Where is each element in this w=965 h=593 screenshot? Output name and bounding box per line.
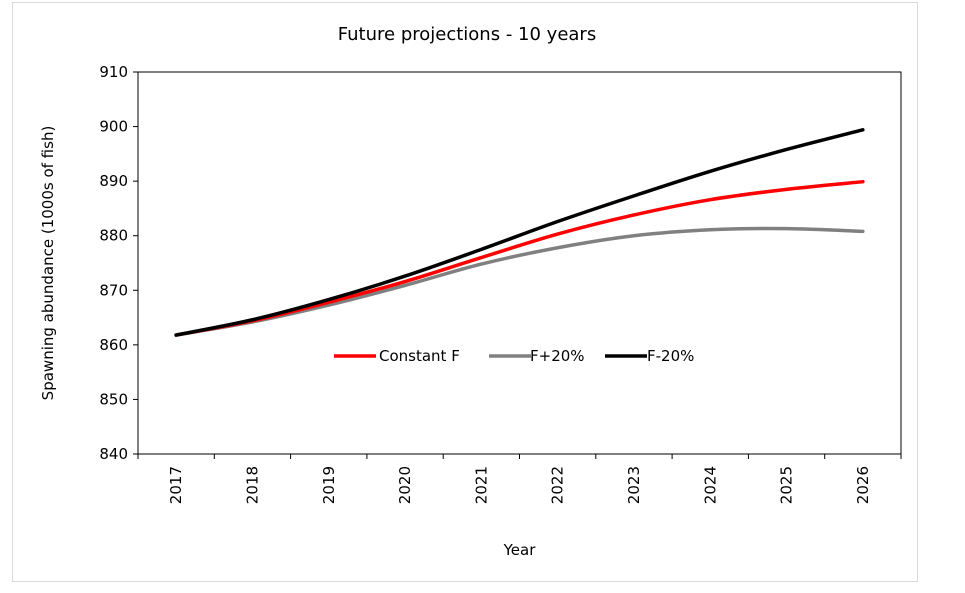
y-tick-label: 860 <box>99 336 128 354</box>
x-tick-label: 2020 <box>396 466 414 504</box>
series-line-f-20 <box>174 226 865 337</box>
x-tick-label: 2019 <box>320 466 338 504</box>
x-tick-label: 2026 <box>854 466 872 504</box>
x-axis-label: Year <box>503 541 537 559</box>
chart-title: Future projections - 10 years <box>338 24 596 45</box>
x-tick-label: 2023 <box>625 466 643 504</box>
series-group <box>174 128 865 337</box>
y-tick-label: 850 <box>99 390 128 408</box>
y-tick-label: 870 <box>99 281 128 299</box>
x-tick-label: 2022 <box>549 466 567 504</box>
chart-frame: Future projections - 10 years Spawning a… <box>12 2 918 582</box>
y-tick-label: 890 <box>99 172 128 190</box>
y-axis-ticks: 840 850 860 870 880 890 900 910 <box>99 63 138 463</box>
x-tick-label: 2017 <box>167 466 185 504</box>
legend-label-constant-f: Constant F <box>379 347 460 365</box>
series-line-f-20 <box>174 128 865 337</box>
line-chart: Future projections - 10 years Spawning a… <box>39 24 902 559</box>
x-tick-label: 2024 <box>701 466 719 504</box>
y-tick-label: 880 <box>99 227 128 245</box>
x-tick-label: 2025 <box>778 466 796 504</box>
series-line-constant-f <box>174 179 865 337</box>
legend-label-f-20: F-20% <box>647 347 694 365</box>
y-tick-label: 900 <box>99 118 128 136</box>
x-tick-label: 2018 <box>243 466 261 504</box>
y-tick-label: 910 <box>99 63 128 81</box>
plot-area <box>137 71 902 455</box>
x-tick-label: 2021 <box>472 466 490 504</box>
y-axis-label: Spawning abundance (1000s of fish) <box>39 126 57 401</box>
legend-label-f-20: F+20% <box>530 347 585 365</box>
y-tick-label: 840 <box>99 445 128 463</box>
x-axis-ticks: 2017 2018 2019 2020 2021 2022 2023 2024 2025 2026 <box>137 454 902 504</box>
legend: Constant F F+20% F-20% <box>334 347 694 365</box>
